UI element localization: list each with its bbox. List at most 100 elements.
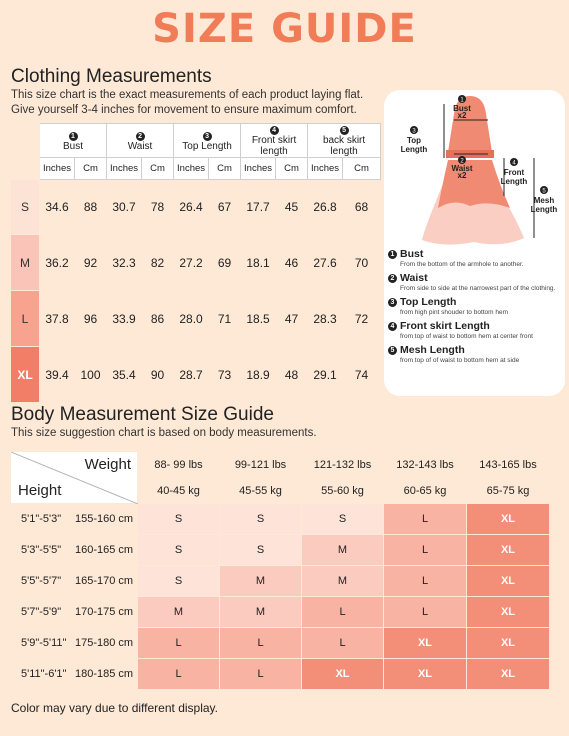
weight-height-corner: Weight Height [10, 451, 138, 504]
column-header-3: 3 Top Length [173, 123, 242, 158]
unit-cm: Cm [275, 157, 309, 180]
weight-kg-header: 65-75 kg [466, 478, 550, 504]
recommended-size: S [301, 503, 384, 535]
height-row: 5'1"-5'3" 155-160 cm S S S L XL [10, 503, 550, 535]
recommended-size: S [137, 503, 220, 535]
marker-1 [458, 95, 466, 103]
legend-desc: From side to side at the narrowest part … [400, 285, 556, 292]
size-label: L [10, 290, 40, 347]
measurement-value: 45 [275, 179, 309, 235]
measurement-value: 28.7 [173, 346, 210, 403]
height-cm: 165-170 cm [70, 565, 138, 597]
column-header-5: 5 back skirt length [307, 123, 382, 158]
column-header-4: 4 Front skirt length [240, 123, 309, 158]
recommended-size: L [383, 503, 467, 535]
front-length-label-2: Length [501, 177, 528, 186]
front-length-label-1: Front [504, 168, 525, 177]
legend-number-icon: 4 [388, 321, 397, 331]
measurement-value: 86 [141, 290, 175, 347]
height-ft: 5'3"-5'5" [10, 534, 71, 566]
size-label: S [10, 179, 40, 235]
size-row: S 34.6 88 30.7 78 26.4 67 17.7 45 26.8 68 [10, 179, 382, 235]
column-number-icon: 4 [269, 126, 279, 135]
measurement-value: 48 [275, 346, 309, 403]
measurement-value: 46 [275, 234, 309, 291]
measurement-value: 28.0 [173, 290, 210, 347]
recommended-size: S [137, 565, 220, 597]
measurement-value: 26.8 [307, 179, 344, 235]
recommended-size: XL [466, 565, 550, 597]
height-row: 5'11"-6'1" 180-185 cm L L XL XL XL [10, 658, 550, 690]
measurement-value: 26.4 [173, 179, 210, 235]
recommended-size: M [301, 565, 384, 597]
measurement-value: 88 [73, 179, 108, 235]
top-length-label-2: Length [401, 145, 428, 154]
recommended-size: S [219, 503, 302, 535]
measurement-value: 17.7 [240, 179, 277, 235]
column-label: Top Length [182, 140, 232, 152]
recommended-size: XL [466, 534, 550, 566]
mesh-length-label-1: Mesh [534, 196, 555, 205]
height-row: 5'3"-5'5" 160-165 cm S S M L XL [10, 534, 550, 566]
recommended-size: M [219, 565, 302, 597]
recommended-size: XL [383, 627, 467, 659]
recommended-size: S [219, 534, 302, 566]
measurement-legend: 1 Bust From the bottom of the armhole to a… [388, 248, 562, 368]
height-ft: 5'1"-5'3" [10, 503, 71, 535]
unit-inches: Inches [106, 157, 143, 180]
size-row: M 36.2 92 32.3 82 27.2 69 18.1 46 27.6 70 [10, 234, 382, 291]
legend-number-icon: 5 [388, 345, 397, 355]
measurement-value: 70 [342, 234, 382, 291]
recommended-size: L [301, 627, 384, 659]
waist-x2: x2 [458, 171, 467, 180]
measurement-value: 67 [208, 179, 242, 235]
height-row: 5'7"-5'9" 170-175 cm M M L L XL [10, 596, 550, 628]
svg-text:5: 5 [542, 189, 546, 195]
weight-lbs-header: 121-132 lbs [301, 451, 384, 479]
body-heading: Body Measurement Size Guide [11, 404, 274, 425]
legend-title-text: Bust [400, 248, 424, 260]
height-ft: 5'9"-5'11" [10, 627, 71, 659]
measurement-value: 35.4 [106, 346, 143, 403]
measurement-value: 28.3 [307, 290, 344, 347]
height-cm: 155-160 cm [70, 503, 138, 535]
measurement-value: 47 [275, 290, 309, 347]
svg-text:1: 1 [460, 98, 464, 104]
measurement-value: 34.6 [39, 179, 75, 235]
recommended-size: XL [383, 658, 467, 690]
measurement-value: 78 [141, 179, 175, 235]
size-row: L 37.8 96 33.9 86 28.0 71 18.5 47 28.3 72 [10, 290, 382, 347]
measurement-value: 92 [73, 234, 108, 291]
recommended-size: L [219, 658, 302, 690]
measurement-value: 72 [342, 290, 382, 347]
page-title: SIZE GUIDE [152, 6, 417, 52]
clothing-desc-2: Give yourself 3-4 inches for movement to… [11, 104, 357, 116]
marker-5 [540, 186, 548, 194]
height-label: Height [18, 482, 62, 499]
column-number-icon: 5 [339, 126, 349, 135]
legend-item: 2 Waist From side to side at the narrowest… [388, 272, 562, 293]
weight-lbs-header: 88- 99 lbs [137, 451, 220, 479]
height-cm: 180-185 cm [70, 658, 138, 690]
legend-number-icon: 2 [388, 273, 397, 283]
column-label: back skirt length [322, 135, 366, 157]
height-cm: 175-180 cm [70, 627, 138, 659]
column-label: Bust [63, 140, 84, 152]
body-size-table: Weight Height 88- 99 lbs 99-121 lbs 121-132 … [10, 451, 550, 690]
marker-4 [510, 158, 518, 166]
legend-item: 5 Mesh Length from top of of waist to bott… [388, 344, 562, 365]
measurement-value: 36.2 [39, 234, 75, 291]
front-skirt [438, 160, 510, 208]
footer-note: Color may vary due to different display. [11, 701, 218, 715]
dress-diagram: 1 Bust x2 2 Waist x2 3 Top Length 4 Fron… [401, 95, 557, 245]
column-number-icon: 3 [202, 131, 212, 141]
measurement-value: 68 [342, 179, 382, 235]
weight-lbs-header: 132-143 lbs [383, 451, 467, 479]
recommended-size: XL [466, 596, 550, 628]
measurement-value: 30.7 [106, 179, 143, 235]
legend-item: 4 Front skirt Length from top of waist to … [388, 320, 562, 341]
measurement-value: 27.2 [173, 234, 210, 291]
measurement-value: 73 [208, 346, 242, 403]
legend-title: 2 Waist [388, 272, 562, 284]
height-cm: 170-175 cm [70, 596, 138, 628]
